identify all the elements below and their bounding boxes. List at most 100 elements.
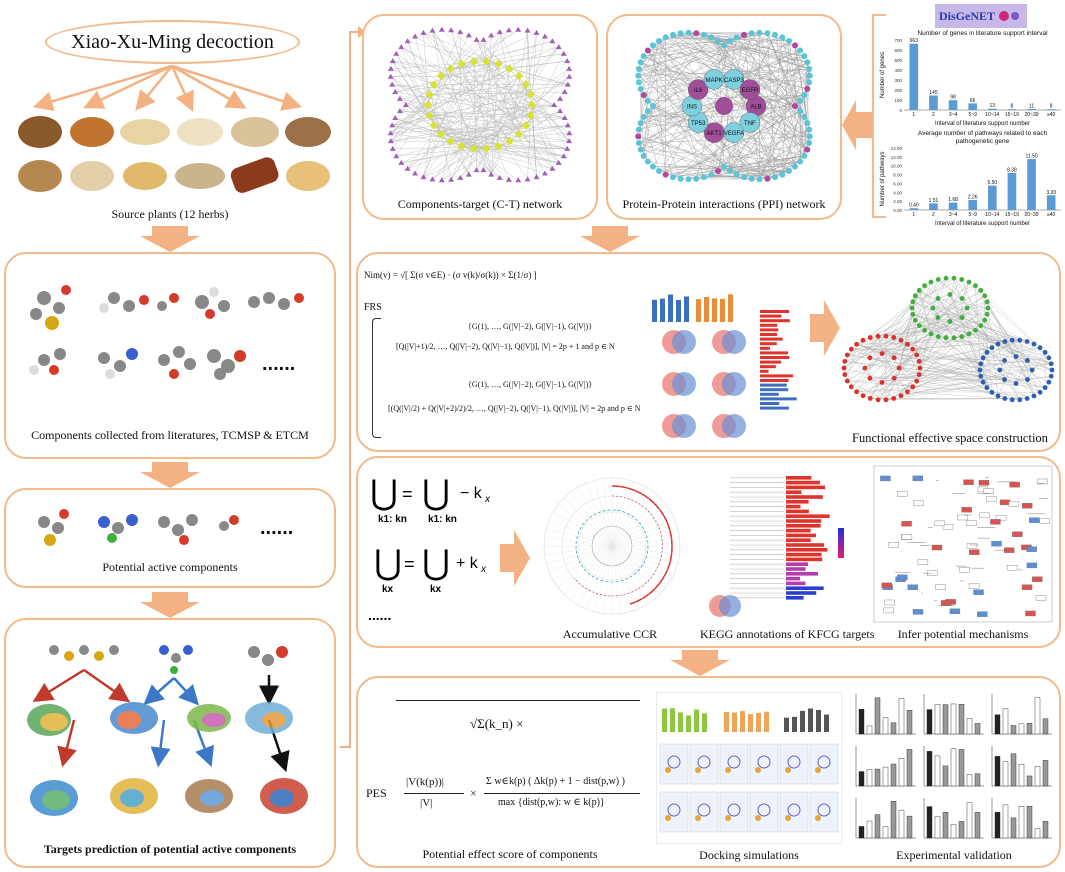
ct-target-node [505, 27, 512, 33]
mini-hbar [760, 392, 779, 396]
fes-node [922, 283, 927, 289]
ccr-spoke [569, 490, 613, 547]
exp-bar [926, 806, 933, 839]
chart-ylabel: Number of pathways [880, 151, 886, 206]
pathway-box [1026, 546, 1037, 552]
pathway-box [966, 543, 978, 549]
chart-ytick: 14.00 [891, 146, 903, 151]
ppi-center-node [715, 97, 733, 115]
exp-bar [958, 749, 965, 787]
ppi-node [797, 47, 804, 54]
ppi-node [772, 174, 779, 181]
exp-bar [934, 704, 941, 735]
ppi-node [644, 47, 651, 54]
dock-bar [686, 715, 691, 732]
mini-hbar [760, 356, 790, 359]
dock-residue [785, 815, 791, 821]
ct-target-node [480, 36, 487, 42]
ppi-hub-node [739, 112, 761, 133]
fes-node [1002, 377, 1007, 382]
ppi-hub-label: TP53 [691, 121, 706, 127]
exp-bar [858, 826, 865, 839]
ppi-node [806, 126, 813, 133]
exp-bar [934, 816, 941, 839]
dock-bar [816, 709, 821, 732]
exp-bar [1042, 821, 1049, 839]
fes-node [898, 337, 904, 343]
targets-caption: Targets prediction of potential active c… [43, 842, 297, 856]
kegg-bar [786, 591, 817, 595]
ppi-hub-label: TNF [744, 121, 756, 127]
pes-sum-den: max {dist(p,w): w ∈ k(p)} [498, 797, 605, 808]
ct-target-node [402, 102, 409, 107]
dock-bar [756, 713, 761, 732]
exp-bar [866, 820, 873, 839]
targets-illustration [27, 645, 308, 816]
mini-hbar [760, 333, 778, 336]
dock-pose [689, 743, 719, 785]
dock-bar [694, 709, 699, 732]
dock-pose [749, 743, 779, 785]
dock-pose [659, 791, 689, 833]
ccr-spoke [593, 478, 613, 547]
chart-data-label: 13 [990, 103, 996, 109]
fes-node [842, 358, 848, 364]
kegg-bar [786, 485, 826, 490]
ccr-caption: Accumulative CCR [562, 627, 658, 641]
ppi-node [635, 133, 642, 140]
ccr-spoke [544, 545, 613, 565]
mechanism-map [873, 465, 1053, 623]
ccr-spoke [551, 510, 613, 547]
fes-node [947, 292, 953, 297]
exp-bar [1002, 804, 1009, 839]
ppi-hub-label: AKT1 [707, 131, 723, 137]
kegg-caption: KEGG annotations of KFCG targets [700, 627, 875, 641]
fes-node [841, 365, 847, 371]
ppi-node [764, 30, 771, 37]
svg-text:=: = [402, 484, 413, 504]
down-arrow [140, 592, 200, 618]
exp-bar [994, 756, 1001, 787]
chart-data-label: 145 [929, 90, 938, 96]
ct-target-node [496, 29, 503, 35]
chart-xlabel: Interval of literature support number [935, 121, 1030, 127]
fes-node [1009, 397, 1015, 403]
dock-residue [665, 815, 671, 821]
svg-text:=: = [404, 554, 415, 574]
ccr-spoke [611, 476, 622, 547]
dock-bar [808, 708, 813, 732]
mini-hbar [760, 374, 794, 378]
ccr-spoke [611, 527, 680, 547]
fes-node [989, 345, 995, 351]
exp-bar [966, 718, 973, 735]
ct-component-node [494, 141, 503, 151]
chart-ylabel: Number of genes [880, 52, 886, 98]
pathway-box [957, 514, 968, 521]
kegg-bar [786, 548, 828, 552]
fes-node [910, 384, 916, 390]
exp-bar [926, 751, 933, 787]
pes-label: PES [366, 786, 387, 800]
fes-node [964, 305, 970, 311]
formula-nim: Nim(v) = √[ Σ(σ v∈E) · (σ v(k)/σ(k)) × Σ… [364, 270, 537, 280]
kegg-bar [786, 490, 802, 494]
kegg-bar [786, 572, 819, 576]
fes-node [916, 287, 922, 293]
ct-target-node [448, 176, 455, 182]
kegg-chart [709, 476, 844, 617]
ccr-spoke [611, 536, 682, 547]
fes-node [860, 337, 866, 343]
exp-bar [898, 809, 905, 839]
ppi-caption: Protein-Protein interactions (PPI) netwo… [622, 197, 826, 211]
ppi-node [804, 59, 811, 66]
pathway-box [1035, 595, 1047, 601]
ccr-spoke [576, 545, 613, 607]
pathway-box [881, 582, 893, 589]
ppi-node [801, 92, 808, 99]
chart-data-label: 11 [1029, 103, 1034, 109]
dock-residue [815, 815, 821, 821]
ccr-spoke [542, 545, 613, 556]
pathway-box [883, 607, 894, 614]
ccr-spoke [611, 545, 655, 602]
chart-data-label: 0.40 [909, 203, 919, 209]
